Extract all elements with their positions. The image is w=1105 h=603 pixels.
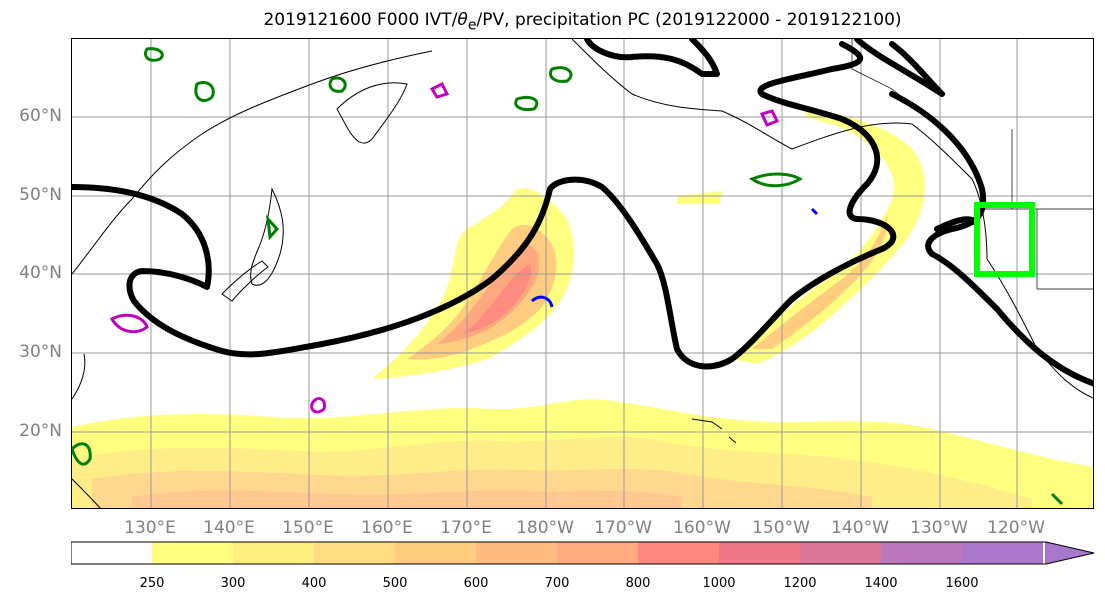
lat-label-50n: 50°N [19, 185, 62, 205]
lon-label-150e: 150°E [282, 518, 334, 538]
colorbar-tick-700: 700 [544, 576, 570, 591]
lon-label-120w: 120°W [987, 518, 1045, 538]
colorbar-tick-1000: 1000 [702, 576, 736, 591]
lat-label-40n: 40°N [19, 263, 62, 283]
colorbar-tick-250: 250 [139, 576, 165, 591]
precip-central-ar [372, 188, 574, 379]
lat-label-20n: 20°N [19, 421, 62, 441]
map-canvas [72, 39, 1093, 508]
pv-contours [72, 47, 1064, 506]
colorbar-band [962, 542, 1043, 564]
colorbar-band [152, 542, 233, 564]
lon-label-180w: 180°W [516, 518, 574, 538]
colorbar-tick-500: 500 [382, 576, 408, 591]
colorbar-band [800, 542, 881, 564]
highlight-box [974, 202, 1035, 277]
lon-label-160w: 160°W [673, 518, 731, 538]
lat-label-30n: 30°N [19, 342, 62, 362]
lon-label-170w: 170°W [594, 518, 652, 538]
lon-label-170e: 170°E [440, 518, 492, 538]
lon-label-140e: 140°E [203, 518, 255, 538]
colorbar-extend-arrow [1045, 541, 1095, 565]
ivt-contours [72, 39, 1093, 387]
colorbar-band [638, 542, 719, 564]
colorbar-band [71, 542, 152, 564]
colorbar-tick-600: 600 [463, 576, 489, 591]
colorbar-band [557, 542, 638, 564]
lat-label-60n: 60°N [19, 106, 62, 126]
colorbar-band [314, 542, 395, 564]
map-panel[interactable] [71, 38, 1094, 509]
colorbar-tick-400: 400 [301, 576, 327, 591]
colorbar-bands [71, 542, 1043, 564]
colorbar-tick-1600: 1600 [945, 576, 979, 591]
colorbar-band [395, 542, 476, 564]
lon-label-140w: 140°W [831, 518, 889, 538]
colorbar-tick-1400: 1400 [864, 576, 898, 591]
precip-tropical-band [72, 399, 1093, 508]
colorbar-tick-1200: 1200 [783, 576, 817, 591]
precip-eastern-ar [677, 111, 925, 364]
lon-label-160e: 160°E [361, 518, 413, 538]
colorbar [71, 541, 1095, 565]
map-title: 2019121600 F000 IVT/θe/PV, precipitation… [263, 10, 902, 34]
colorbar-band [719, 542, 800, 564]
lon-label-130w: 130°W [910, 518, 968, 538]
colorbar-band [476, 542, 557, 564]
colorbar-band [233, 542, 314, 564]
lon-label-130e: 130°E [124, 518, 176, 538]
lon-label-150w: 150°W [752, 518, 810, 538]
colorbar-tick-300: 300 [220, 576, 246, 591]
colorbar-band [881, 542, 962, 564]
colorbar-tick-800: 800 [625, 576, 651, 591]
